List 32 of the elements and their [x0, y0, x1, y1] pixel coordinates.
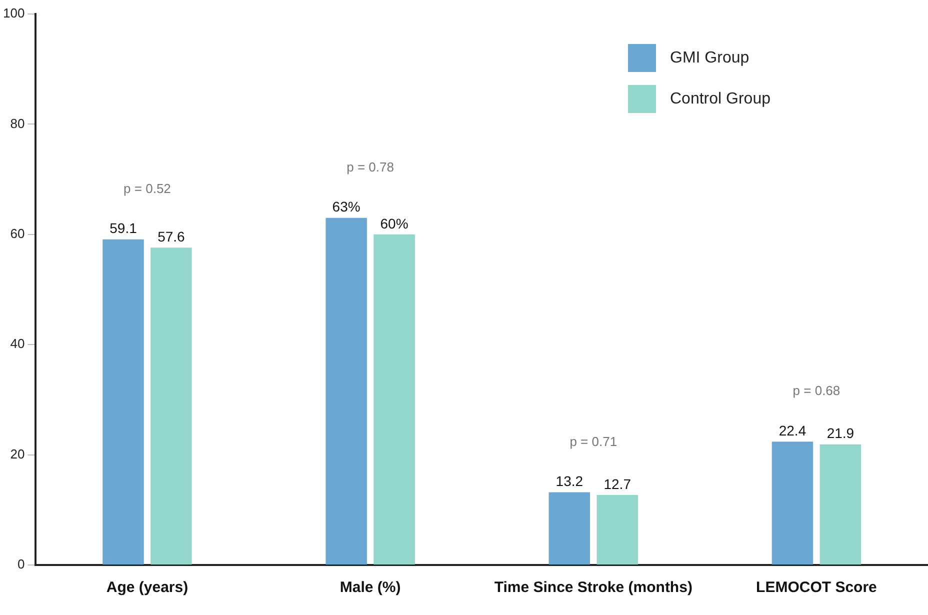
- y-tick-label: 40: [10, 336, 25, 352]
- data-label: 21.9: [826, 425, 854, 442]
- legend-label: Control Group: [670, 90, 771, 108]
- data-label: 12.7: [604, 476, 632, 492]
- data-label: 22.4: [778, 422, 806, 438]
- data-label: 57.6: [158, 228, 186, 244]
- y-tick-label: 100: [2, 6, 25, 21]
- x-tick-label: Male (%): [340, 579, 401, 596]
- legend-label: GMI Group: [670, 49, 750, 66]
- annotation: p = 0.71: [570, 434, 618, 449]
- x-tick-label: Age (years): [106, 579, 188, 596]
- bar: [820, 444, 862, 564]
- bar: [150, 248, 192, 564]
- bar: [374, 234, 415, 564]
- bar: [596, 495, 638, 564]
- annotation: p = 0.52: [124, 180, 171, 196]
- data-label: 60%: [380, 215, 408, 232]
- annotation: p = 0.68: [792, 383, 840, 398]
- y-tick-label: 0: [17, 556, 25, 572]
- x-tick-label: LEMOCOT Score: [756, 579, 877, 596]
- bar: [102, 239, 144, 564]
- bar: [326, 218, 367, 564]
- y-tick-label: 20: [10, 446, 25, 462]
- bar: [548, 492, 590, 564]
- y-tick-label: 80: [10, 116, 25, 131]
- x-tick-label: Time Since Stroke (months): [494, 579, 692, 596]
- data-label: 13.2: [556, 473, 584, 490]
- data-label: 59.1: [110, 220, 138, 236]
- bar: [772, 442, 814, 564]
- data-label: 63%: [332, 198, 360, 215]
- annotation: p = 0.78: [346, 159, 394, 174]
- y-tick-label: 60: [10, 226, 25, 241]
